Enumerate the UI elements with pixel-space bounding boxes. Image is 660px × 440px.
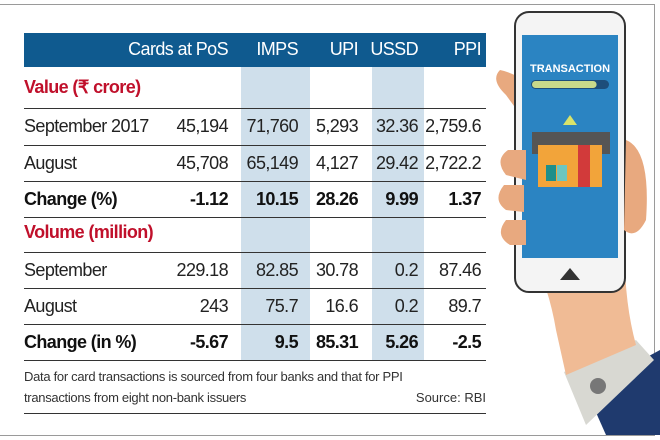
table-cell: 89.7 [448, 296, 481, 316]
screen-title: TRANSACTION [530, 63, 610, 75]
row-divider [24, 324, 486, 325]
column-header: Cards at PoS [128, 39, 228, 59]
card-stripe [578, 145, 590, 187]
progress-fill [532, 81, 597, 88]
table-cell: -1.12 [189, 189, 229, 209]
table-cell: 28.26 [315, 189, 359, 209]
row-label: September [24, 260, 107, 280]
table-cell: 85.31 [315, 332, 359, 352]
table-cell: 229.18 [176, 260, 229, 280]
table-cell: 9.5 [274, 332, 299, 352]
table-cell: 75.7 [265, 296, 298, 316]
table-cell: 1.37 [448, 189, 481, 209]
cufflink-icon [590, 378, 606, 394]
table-cell: 30.78 [315, 260, 359, 280]
up-arrow-icon [563, 115, 577, 125]
column-header: PPI [453, 39, 482, 59]
row-label: Change (%) [24, 189, 118, 209]
section-title: Volume (million) [24, 222, 154, 242]
row-divider [24, 288, 486, 289]
infographic-frame [0, 4, 655, 436]
table-cell: 5.26 [385, 332, 418, 352]
row-divider [24, 181, 486, 182]
footnote: Data for card transactions is sourced fr… [24, 369, 403, 384]
table-cell: 2,759.6 [425, 116, 481, 136]
table-cell: 2,722.2 [425, 153, 481, 173]
section-title: Value (₹ crore) [24, 77, 141, 97]
table-header-bar [24, 33, 486, 67]
row-divider [24, 217, 486, 218]
table-cell: 32.36 [375, 116, 419, 136]
column-header: USSD [370, 39, 418, 59]
row-label: Change (in %) [24, 332, 137, 352]
row-divider [24, 145, 486, 146]
table-cell: 10.15 [255, 189, 299, 209]
table-cell: 0.2 [394, 296, 419, 316]
fingers [498, 140, 647, 245]
table-cell: 5,293 [315, 116, 359, 136]
column-header: IMPS [256, 39, 298, 59]
footnote: transactions from eight non-bank issuers [24, 390, 247, 405]
row-label: August [24, 153, 77, 173]
card-chip [546, 165, 556, 181]
column-header: UPI [329, 39, 359, 59]
table-cell: 9.99 [385, 189, 418, 209]
table-cell: 45,708 [176, 153, 229, 173]
table-cell: 82.85 [255, 260, 299, 280]
table-cell: 29.42 [375, 153, 419, 173]
table-cell: 0.2 [394, 260, 419, 280]
table-cell: 4,127 [315, 153, 359, 173]
row-label: September 2017 [24, 116, 149, 136]
phone-in-hand-illustration: TRANSACTION [496, 11, 660, 435]
card-chip [557, 165, 567, 181]
cuff [564, 340, 654, 425]
imps-column-shade [241, 67, 310, 361]
table-cell: -2.5 [452, 332, 481, 352]
table-cell: 71,760 [246, 116, 299, 136]
row-divider [24, 360, 486, 361]
table-cell: 87.46 [438, 260, 482, 280]
ussd-column-shade [372, 67, 424, 361]
table-cell: 243 [199, 296, 229, 316]
table-cell: 65,149 [246, 153, 299, 173]
row-divider [24, 252, 486, 253]
table-cell: -5.67 [189, 332, 229, 352]
bottom-divider [24, 413, 486, 414]
table-cell: 16.6 [325, 296, 358, 316]
source-label: Source: RBI [415, 390, 486, 405]
table-cell: 45,194 [176, 116, 229, 136]
row-divider [24, 108, 486, 109]
row-label: August [24, 296, 77, 316]
home-button-icon [560, 268, 580, 280]
